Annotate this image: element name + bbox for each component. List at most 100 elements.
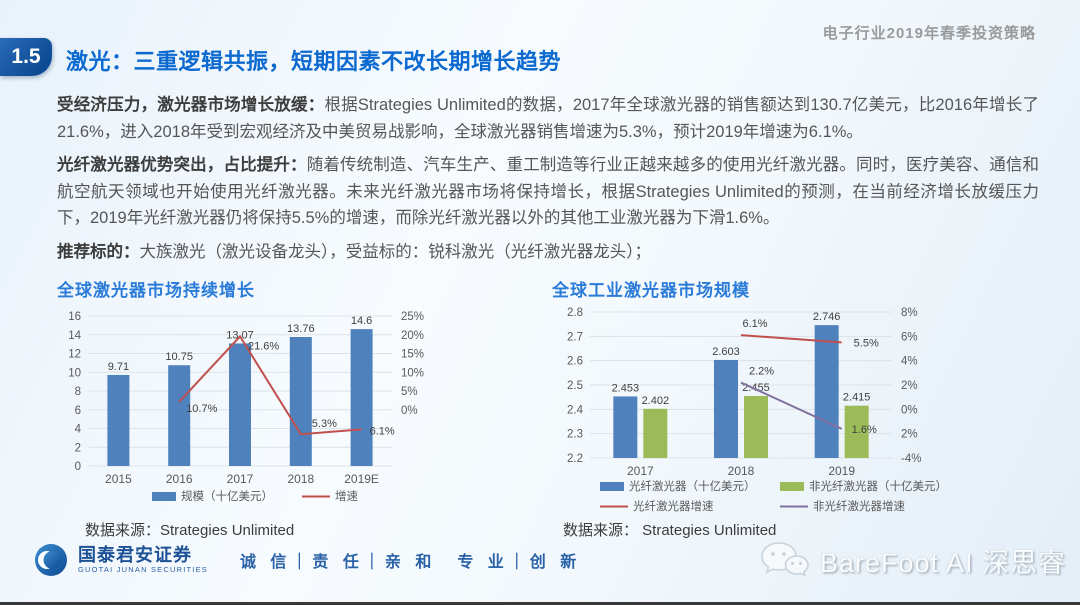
- right-chart-source: 数据来源： Strategies Unlimited: [563, 522, 777, 539]
- line-value-label: 2.2%: [749, 366, 774, 378]
- bar-0-2017: [229, 343, 251, 466]
- brand-slogan: 诚 信｜责 任｜亲 和 专 业｜创 新: [239, 554, 582, 571]
- right-axis-tick: 2%: [901, 380, 918, 392]
- left-axis-tick: 2.2: [567, 453, 583, 465]
- bar-1-2019: [844, 405, 869, 458]
- right-axis-tick: 8%: [901, 307, 918, 319]
- line-value-label: 5.3%: [312, 418, 337, 430]
- left-axis-tick: 2.6: [567, 356, 583, 368]
- category-label: 2019: [828, 464, 855, 478]
- legend-label: 增速: [335, 489, 358, 503]
- category-label: 2019E: [344, 472, 379, 486]
- left-axis-tick: 6: [75, 405, 81, 417]
- legend-swatch: [780, 482, 804, 491]
- right-axis-tick: 0%: [401, 405, 418, 417]
- line-series-3: [740, 381, 843, 430]
- paragraph-body: 大族激光（激光设备龙头），受益标的：锐科激光（光纤激光器龙头）；: [139, 242, 652, 261]
- bar-value-label: 13.76: [287, 323, 315, 335]
- bar-1-2018: [744, 395, 768, 458]
- paragraph-recommendation: 推荐标的：大族激光（激光设备龙头），受益标的：锐科激光（光纤激光器龙头）；: [57, 239, 1039, 266]
- category-label: 2017: [227, 472, 254, 486]
- left-axis-tick: 2.4: [567, 404, 584, 416]
- bar-value-label: 2.453: [612, 382, 640, 394]
- paragraph-lead: 光纤激光器优势突出，占比提升：: [57, 156, 307, 174]
- legend-label: 非光纤激光器（十亿美元）: [809, 479, 947, 493]
- left-axis-tick: 2.3: [567, 429, 583, 441]
- left-axis-tick: 2.8: [567, 307, 583, 319]
- right-axis-tick: 2%: [901, 429, 918, 441]
- line-value-label: 10.7%: [186, 403, 217, 415]
- bar-value-label: 9.71: [108, 361, 129, 373]
- legend-label: 规模（十亿美元）: [181, 489, 273, 503]
- bar-value-label: 14.6: [351, 315, 372, 327]
- line-value-label: 6.1%: [370, 425, 395, 437]
- left-axis-tick: 12: [68, 349, 81, 361]
- paragraph-market-slowdown: 受经济压力，激光器市场增长放缓：根据Strategies Unlimited的数…: [57, 92, 1039, 145]
- category-label: 2016: [166, 472, 193, 486]
- brand-name-cn: 国泰君安证券: [78, 545, 192, 566]
- right-axis-tick: 10%: [401, 367, 424, 379]
- bar-0-2018: [289, 337, 312, 466]
- brand-text: 国泰君安证券 GUOTAI JUNAN SECURITIES: [78, 546, 208, 574]
- left-axis-tick: 4: [75, 424, 82, 436]
- industrial-laser-market-chart: 2.8 8% 2.7 6% 2.6 4% 2.5 2% 2.4 0% 2.3 2% 2.2 -4% 2017…: [567, 307, 947, 513]
- bar-0-2017: [613, 396, 638, 458]
- right-axis-tick: 0%: [901, 404, 918, 416]
- right-axis-tick: 15%: [401, 349, 424, 361]
- watermark: BareFoot AI 深思睿: [758, 538, 1066, 582]
- footer-brand: 国泰君安证券 GUOTAI JUNAN SECURITIES 诚 信｜责 任｜亲…: [34, 543, 581, 577]
- bar-0-2019: [814, 325, 839, 458]
- line-value-label: 5.5%: [854, 337, 879, 349]
- left-axis-tick: 14: [68, 330, 81, 342]
- window-bottom-edge: [0, 602, 1080, 605]
- left-chart-source: 数据来源：Strategies Unlimited: [85, 522, 295, 539]
- category-label: 2015: [105, 472, 132, 486]
- legend-swatch: [600, 482, 624, 491]
- right-axis-tick: 6%: [901, 331, 918, 343]
- wechat-icon: [761, 542, 809, 577]
- line-series-2: [740, 334, 842, 344]
- paragraph-lead: 推荐标的：: [57, 242, 140, 261]
- category-label: 2018: [287, 472, 314, 486]
- legend-label: 光纤激光器增速: [633, 499, 714, 513]
- bar-0-2015: [107, 374, 130, 466]
- paragraph-lead: 受经济压力，激光器市场增长放缓：: [57, 96, 325, 114]
- right-axis-tick: 4%: [901, 356, 918, 368]
- guotai-junan-logo-icon: [35, 544, 67, 576]
- legend-swatch: [152, 492, 176, 501]
- line-value-label: 6.1%: [742, 318, 767, 330]
- legend-label: 光纤激光器（十亿美元）: [629, 479, 756, 493]
- global-laser-market-chart: 16 25% 14 20% 12 15% 10 10% 8 5% 6 0% 4 2 0 2015 2016 201…: [68, 311, 424, 503]
- page-title: 激光：三重逻辑共振，短期因素不改长期增长趋势: [66, 49, 562, 74]
- paragraph-body: 随着传统制造、汽车生产、重工制造等行业正越来越多的使用光纤激光器。同时，医疗美容…: [57, 156, 1040, 227]
- line-value-label: 1.6%: [852, 424, 877, 436]
- right-axis-tick: 20%: [401, 330, 424, 342]
- bar-value-label: 10.75: [165, 351, 193, 363]
- body-text: 受经济压力，激光器市场增长放缓：根据Strategies Unlimited的数…: [57, 92, 1039, 272]
- bar-value-label: 2.455: [742, 382, 770, 394]
- category-label: 2017: [627, 464, 654, 478]
- brand-name-en: GUOTAI JUNAN SECURITIES: [78, 565, 208, 575]
- right-axis-tick: -4%: [901, 453, 921, 465]
- right-axis-tick: 25%: [401, 311, 424, 323]
- bar-value-label: 2.415: [843, 392, 871, 404]
- bar-1-2017: [643, 408, 668, 458]
- watermark-text: BareFoot AI 深思睿: [819, 547, 1066, 578]
- bar-0-2018: [714, 359, 738, 458]
- category-label: 2018: [728, 464, 755, 478]
- line-series-1: [178, 334, 362, 436]
- bar-value-label: 2.603: [712, 346, 740, 358]
- left-axis-tick: 0: [75, 461, 81, 473]
- legend-label: 非光纤激光器增速: [813, 499, 905, 513]
- bar-value-label: 2.746: [813, 311, 841, 323]
- right-axis-tick: 5%: [401, 386, 418, 398]
- report-series-label: 电子行业2019年春季投资策略: [822, 25, 1036, 42]
- left-axis-tick: 2: [75, 442, 81, 454]
- paragraph-body: 根据Strategies Unlimited的数据，2017年全球激光器的销售额…: [57, 96, 1039, 141]
- section-number-badge: 1.5: [0, 38, 52, 76]
- left-axis-tick: 16: [68, 311, 81, 323]
- bar-value-label: 2.402: [642, 395, 670, 407]
- left-axis-tick: 2.7: [567, 331, 583, 343]
- left-axis-tick: 2.5: [567, 380, 583, 392]
